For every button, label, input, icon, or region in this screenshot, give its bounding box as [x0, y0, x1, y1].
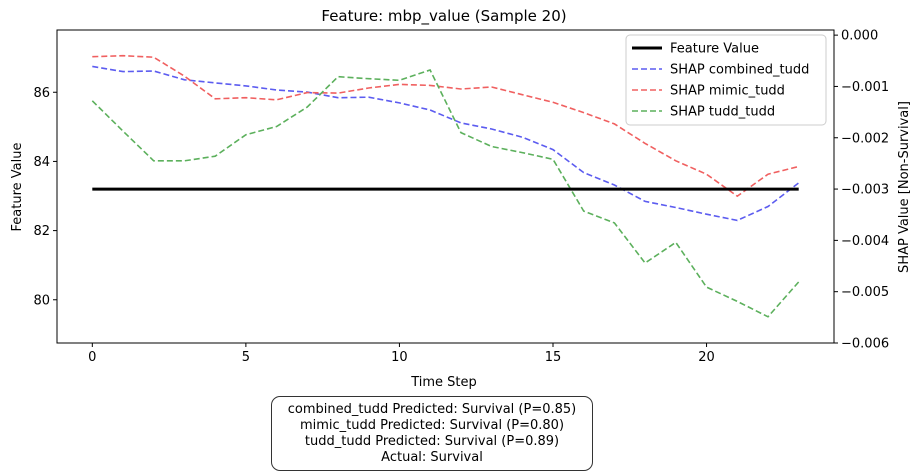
y-axis-label: Feature Value [10, 143, 25, 232]
prediction-line-tudd: tudd_tudd Predicted: Survival (P=0.89) [304, 433, 560, 449]
y2-tick-label: −0.001 [841, 80, 889, 95]
x-tick-label: 0 [88, 350, 96, 365]
y2-tick-label: −0.004 [841, 234, 889, 249]
x-axis-ticks: 0 5 10 15 20 [88, 343, 715, 365]
y2-tick-label: −0.003 [841, 183, 889, 198]
actual-outcome-line: Actual: Survival [381, 449, 483, 465]
legend-label-3: SHAP tudd_tudd [670, 105, 775, 120]
y2-axis-label: SHAP Value [Non-Survival] [897, 101, 912, 273]
legend-label-1: SHAP combined_tudd [670, 63, 809, 78]
y2-tick-label: −0.005 [841, 285, 889, 300]
prediction-summary-box: combined_tudd Predicted: Survival (P=0.8… [271, 396, 593, 471]
y2-tick-label: −0.002 [841, 131, 889, 146]
y-tick-label: 84 [33, 155, 50, 170]
legend: Feature Value SHAP combined_tudd SHAP mimi… [625, 34, 827, 126]
y-tick-label: 82 [33, 224, 50, 239]
prediction-line-combined: combined_tudd Predicted: Survival (P=0.8… [287, 401, 577, 417]
legend-label-2: SHAP mimic_tudd [670, 84, 785, 99]
legend-label-0: Feature Value [670, 42, 759, 57]
x-tick-label: 10 [391, 350, 408, 365]
x-axis-label: Time Step [410, 375, 477, 390]
shap-series-line-2 [91, 69, 800, 318]
y2-tick-label: 0.000 [841, 29, 878, 44]
x-tick-label: 5 [242, 350, 250, 365]
legend-box [625, 34, 827, 126]
x-tick-label: 15 [545, 350, 562, 365]
chart-title: Feature: mbp_value (Sample 20) [321, 7, 566, 26]
prediction-line-mimic: mimic_tudd Predicted: Survival (P=0.80) [299, 417, 565, 433]
y2-tick-label: −0.006 [841, 337, 889, 352]
y-tick-label: 86 [33, 86, 50, 101]
y2-axis-ticks: 0.000 −0.001 −0.002 −0.003 −0.004 −0.005 −0.00… [834, 29, 889, 352]
chart-marks [91, 54, 800, 318]
shap-series-line-1 [92, 54, 799, 198]
x-tick-label: 20 [698, 350, 715, 365]
shap-series-line-0 [92, 65, 800, 222]
plot-frame [56, 29, 835, 344]
y-axis-ticks: 80 82 84 86 [33, 86, 57, 308]
y-tick-label: 80 [33, 293, 50, 308]
